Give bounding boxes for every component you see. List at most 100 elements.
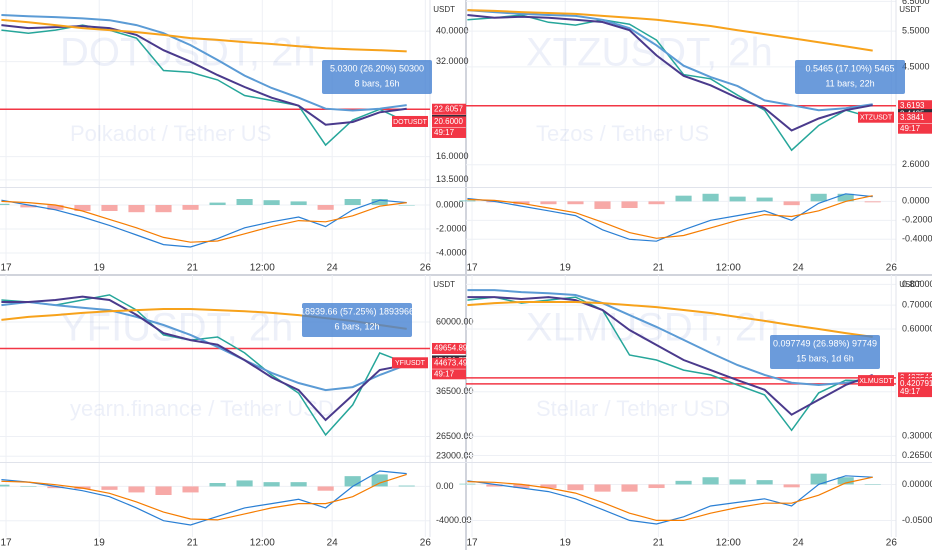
price-label-box bbox=[432, 103, 466, 115]
y-tick-label: -4.0000 bbox=[436, 247, 467, 257]
symbol-label: YFIUSDT bbox=[395, 360, 426, 367]
axis-unit: USDT bbox=[899, 5, 921, 14]
y-tick-label: 4.5000 bbox=[902, 61, 930, 71]
price-label-box bbox=[898, 112, 932, 124]
x-tick-label: 19 bbox=[560, 263, 572, 274]
histogram-bar bbox=[317, 486, 334, 491]
histogram-bar bbox=[540, 201, 557, 205]
x-tick-label: 17 bbox=[0, 263, 12, 274]
histogram-bar bbox=[837, 477, 854, 485]
price-label-box bbox=[898, 378, 932, 390]
symbol-box bbox=[392, 357, 428, 369]
x-tick-label: 24 bbox=[793, 263, 805, 274]
price-label: 44673.49 bbox=[434, 358, 468, 367]
histogram-bar bbox=[459, 200, 476, 202]
x-tick-label: 21 bbox=[653, 263, 665, 274]
x-tick-label: 19 bbox=[94, 263, 106, 274]
measure-text: 11 bars, 22h bbox=[825, 78, 874, 88]
y-tick-label: 0.265000 bbox=[902, 450, 932, 460]
measure-text: 0.5465 (17.10%) 5465 bbox=[805, 63, 894, 73]
series-line bbox=[467, 296, 874, 416]
price-label-box bbox=[898, 100, 932, 112]
measure-box bbox=[770, 335, 880, 369]
histogram-bar bbox=[236, 199, 253, 205]
histogram-bar bbox=[398, 485, 415, 487]
series-line bbox=[467, 195, 873, 239]
symbol-label: XTZUSDT bbox=[860, 115, 893, 122]
histogram-bar bbox=[486, 484, 503, 487]
histogram-bar bbox=[317, 205, 334, 210]
x-tick-label: 12:00 bbox=[250, 538, 275, 549]
price-label: 3.6193 bbox=[900, 101, 925, 110]
histogram-bar bbox=[290, 201, 307, 205]
watermark: XTZUSDT, 2h bbox=[526, 31, 773, 75]
histogram-bar bbox=[47, 205, 64, 210]
y-tick-label: 13.5000 bbox=[436, 174, 469, 184]
histogram-bar bbox=[756, 480, 773, 485]
histogram-bar bbox=[209, 483, 226, 487]
symbol-label: DOTUSDT bbox=[393, 119, 428, 126]
x-tick-label: 24 bbox=[327, 538, 339, 549]
histogram-bar bbox=[621, 484, 638, 492]
countdown-box bbox=[432, 369, 466, 380]
histogram-bar bbox=[20, 486, 37, 487]
measure-text: 8 bars, 16h bbox=[354, 78, 399, 88]
histogram-bar bbox=[209, 202, 226, 205]
x-tick-label: 19 bbox=[560, 538, 572, 549]
series-line bbox=[1, 200, 407, 243]
axis-unit: USDT bbox=[899, 280, 921, 289]
histogram-bar bbox=[837, 193, 854, 202]
histogram-bar bbox=[675, 195, 692, 202]
watermark-subtitle: Tezos / Tether US bbox=[536, 121, 709, 146]
histogram-bar bbox=[236, 480, 253, 487]
watermark-subtitle: yearn.finance / Tether USD bbox=[70, 396, 334, 421]
histogram-bar bbox=[371, 474, 388, 487]
price-label: 0.420791 bbox=[900, 379, 932, 388]
histogram-bar bbox=[182, 486, 199, 493]
histogram-bar bbox=[513, 484, 530, 489]
histogram-bar bbox=[648, 201, 665, 205]
y-tick-label: 32.0000 bbox=[436, 56, 469, 66]
y-tick-label: 0.600000 bbox=[902, 323, 932, 333]
histogram-bar bbox=[621, 201, 638, 208]
histogram-bar bbox=[155, 486, 172, 495]
x-tick-label: 12:00 bbox=[716, 263, 741, 274]
histogram-bar bbox=[128, 205, 145, 213]
watermark-subtitle: Polkadot / Tether US bbox=[70, 121, 271, 146]
measure-text: 18939.66 (57.25%) 1893966 bbox=[300, 306, 414, 316]
histogram-bar bbox=[344, 476, 361, 487]
y-tick-label: 0.0000 bbox=[902, 196, 930, 206]
y-tick-label: 2.6000 bbox=[902, 159, 930, 169]
histogram-bar bbox=[0, 484, 10, 487]
x-tick-label: 12:00 bbox=[250, 263, 275, 274]
price-label-box bbox=[432, 116, 466, 128]
histogram-bar bbox=[74, 205, 91, 211]
histogram-bar bbox=[810, 193, 827, 202]
measure-box bbox=[322, 60, 432, 94]
histogram-bar bbox=[155, 205, 172, 213]
y-tick-label: 0.800000 bbox=[902, 279, 932, 289]
histogram-bar bbox=[756, 197, 773, 202]
series-line bbox=[1, 295, 407, 422]
chart-pane: 17 19 21 12:00 24 26 0.800000 0.700000 0.600000 0… bbox=[459, 275, 932, 549]
y-tick-label: 23000.00 bbox=[436, 451, 474, 461]
histogram-bar bbox=[729, 196, 746, 202]
histogram-bar bbox=[702, 477, 719, 485]
y-tick-label: 0.000000 bbox=[902, 479, 932, 489]
series-line bbox=[1, 300, 408, 392]
symbol-box bbox=[392, 115, 428, 127]
histogram-bar bbox=[810, 473, 827, 485]
histogram-bar bbox=[263, 482, 280, 487]
y-tick-label: 26500.00 bbox=[436, 431, 474, 441]
histogram-bar bbox=[459, 483, 476, 485]
price-label: 3.3841 bbox=[900, 113, 925, 122]
x-tick-label: 12:00 bbox=[716, 538, 741, 549]
histogram-bar bbox=[128, 486, 145, 493]
histogram-bar bbox=[371, 199, 388, 205]
chart-pane: 17 19 21 12:00 24 26 6.5000 5.5000 4.5000 2.6000 0… bbox=[459, 0, 932, 274]
histogram-bar bbox=[567, 484, 584, 491]
countdown-box bbox=[898, 387, 932, 398]
measure-text: 5.0300 (26.20%) 50300 bbox=[330, 63, 424, 73]
y-tick-label: 6.5000 bbox=[902, 0, 930, 6]
